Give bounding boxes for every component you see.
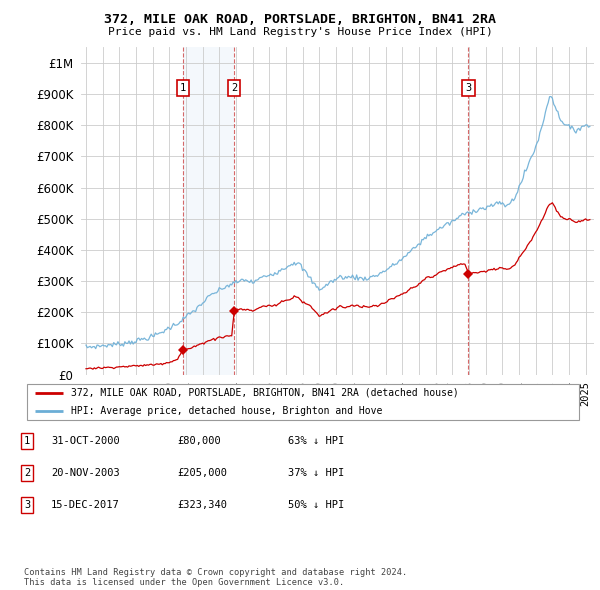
Text: £205,000: £205,000 bbox=[177, 468, 227, 478]
Text: 15-DEC-2017: 15-DEC-2017 bbox=[51, 500, 120, 510]
Text: Contains HM Land Registry data © Crown copyright and database right 2024.
This d: Contains HM Land Registry data © Crown c… bbox=[24, 568, 407, 587]
Text: 37% ↓ HPI: 37% ↓ HPI bbox=[288, 468, 344, 478]
Text: Price paid vs. HM Land Registry's House Price Index (HPI): Price paid vs. HM Land Registry's House … bbox=[107, 27, 493, 37]
Bar bbox=[183, 47, 234, 375]
Text: HPI: Average price, detached house, Brighton and Hove: HPI: Average price, detached house, Brig… bbox=[71, 406, 383, 416]
Text: 372, MILE OAK ROAD, PORTSLADE, BRIGHTON, BN41 2RA (detached house): 372, MILE OAK ROAD, PORTSLADE, BRIGHTON,… bbox=[71, 388, 459, 398]
Text: 3: 3 bbox=[465, 83, 472, 93]
Text: £80,000: £80,000 bbox=[177, 437, 221, 446]
Text: 31-OCT-2000: 31-OCT-2000 bbox=[51, 437, 120, 446]
Text: 1: 1 bbox=[180, 83, 186, 93]
Text: £323,340: £323,340 bbox=[177, 500, 227, 510]
Text: 1: 1 bbox=[24, 437, 30, 446]
Text: 372, MILE OAK ROAD, PORTSLADE, BRIGHTON, BN41 2RA: 372, MILE OAK ROAD, PORTSLADE, BRIGHTON,… bbox=[104, 13, 496, 26]
Text: 50% ↓ HPI: 50% ↓ HPI bbox=[288, 500, 344, 510]
FancyBboxPatch shape bbox=[27, 384, 579, 420]
Text: 63% ↓ HPI: 63% ↓ HPI bbox=[288, 437, 344, 446]
Text: 2: 2 bbox=[24, 468, 30, 478]
Text: 3: 3 bbox=[24, 500, 30, 510]
Text: 20-NOV-2003: 20-NOV-2003 bbox=[51, 468, 120, 478]
Text: 2: 2 bbox=[231, 83, 238, 93]
